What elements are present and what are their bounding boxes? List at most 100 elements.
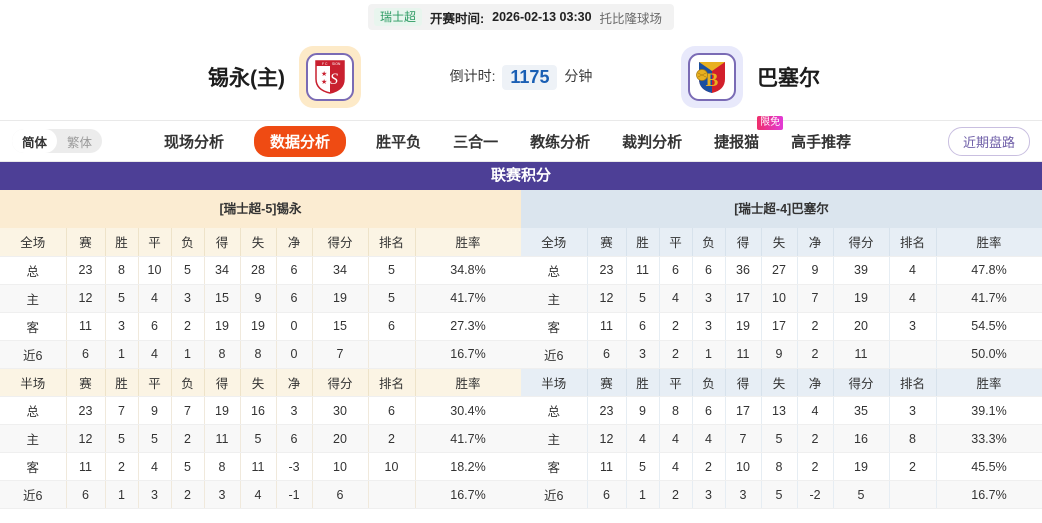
table-row: 总 23 11 6 6 36 27 9 39 4 47.8% <box>521 256 1042 285</box>
away-team-name: 巴塞尔 <box>757 67 820 90</box>
tab-expert-picks[interactable]: 高手推荐 <box>791 133 852 151</box>
tab-live-analysis[interactable]: 现场分析 <box>164 133 225 151</box>
tab-three-in-one[interactable]: 三合一 <box>453 133 499 151</box>
table-cell: 6 <box>312 480 369 509</box>
column-header: 胜 <box>626 228 660 257</box>
column-header: 得分 <box>833 228 890 257</box>
table-cell: 2 <box>692 452 726 481</box>
table-cell: 2 <box>105 452 139 481</box>
table-cell: 2 <box>659 312 693 341</box>
column-header: 赛 <box>587 228 627 257</box>
lang-traditional-option[interactable]: 繁体 <box>67 135 93 150</box>
table-row: 主 12 5 4 3 15 9 6 19 5 41.7% <box>0 284 522 313</box>
column-header: 胜 <box>105 368 139 397</box>
table-cell: 2 <box>171 424 205 453</box>
recent-odds-button[interactable]: 近期盘路 <box>947 126 1030 156</box>
table-cell: 8 <box>204 340 241 369</box>
home-fulltime-body: 全场赛胜平负得失净得分 排名 胜率总 23 8 10 5 34 28 6 34 5 34.8% 主 12 5 4… <box>0 228 522 369</box>
row-label: 近6 <box>0 480 67 509</box>
table-cell <box>368 340 416 369</box>
table-cell: 6 <box>276 424 313 453</box>
column-header: 平 <box>138 228 172 257</box>
match-info-pill: 瑞士超 开赛时间: 2026-02-13 03:30 托比隆球场 <box>367 4 675 30</box>
table-cell: 41.7% <box>936 284 1042 313</box>
table-row: 主 12 5 5 2 11 5 6 20 2 41.7% <box>0 424 522 453</box>
table-row: 主 12 4 4 4 7 5 2 16 8 33.3% <box>521 424 1042 453</box>
table-cell: 2 <box>797 340 834 369</box>
language-toggle[interactable]: 简体 繁体 <box>12 129 103 153</box>
table-cell: 5 <box>105 424 139 453</box>
table-cell: 45.5% <box>936 452 1042 481</box>
table-cell: -3 <box>276 452 313 481</box>
table-row: 近6 6 1 4 1 8 8 0 7 16.7% <box>0 340 522 369</box>
table-cell: 4 <box>138 284 172 313</box>
table-row: 客 11 2 4 5 8 11 -3 10 10 18.2% <box>0 452 522 481</box>
table-cell: 7 <box>725 424 762 453</box>
table-cell: 6 <box>368 312 416 341</box>
table-row: 客 11 6 2 3 19 17 2 20 3 54.5% <box>521 312 1042 341</box>
row-label: 总 <box>521 256 588 285</box>
table-cell: 15 <box>204 284 241 313</box>
home-pane-title: [瑞士超-5]锡永 <box>0 190 521 228</box>
table-cell: 1 <box>692 340 726 369</box>
tab-referee-analysis[interactable]: 裁判分析 <box>622 133 683 151</box>
table-cell: 2 <box>368 424 416 453</box>
table-cell: 1 <box>105 340 139 369</box>
column-header: 胜率 <box>936 228 1042 257</box>
table-cell: 10 <box>138 256 172 285</box>
table-cell: 5 <box>761 424 798 453</box>
table-cell: 6 <box>692 256 726 285</box>
table-cell: 8 <box>204 452 241 481</box>
tab-coach-analysis[interactable]: 教练分析 <box>530 133 591 151</box>
home-team-block[interactable]: 锡永(主) F C SION ★ ★ S <box>41 46 371 108</box>
table-cell: 12 <box>587 284 627 313</box>
column-header: 得 <box>204 368 241 397</box>
table-cell: 2 <box>659 480 693 509</box>
table-cell: 10 <box>761 284 798 313</box>
table-cell: 19 <box>204 396 241 425</box>
table-cell: 47.8% <box>936 256 1042 285</box>
table-cell: 20 <box>312 424 369 453</box>
column-header: 得分 <box>312 228 369 257</box>
table-cell: 5 <box>761 480 798 509</box>
svg-text:★: ★ <box>321 78 327 86</box>
table-cell: 19 <box>240 312 277 341</box>
tab-data-analysis[interactable]: 数据分析 <box>254 125 347 157</box>
table-cell: 23 <box>587 256 627 285</box>
table-cell: 6 <box>276 256 313 285</box>
table-header-row: 半场赛胜平负得失净得分 排名 胜率 <box>0 368 522 397</box>
tab-win-draw-lose[interactable]: 胜平负 <box>376 133 422 151</box>
away-crest-frame: B <box>681 46 743 108</box>
table-cell: 12 <box>587 424 627 453</box>
table-cell: 3 <box>725 480 762 509</box>
column-header: 得分 <box>312 368 369 397</box>
table-cell: 9 <box>626 396 660 425</box>
table-cell: 10 <box>725 452 762 481</box>
table-cell: 19 <box>204 312 241 341</box>
table-cell: 18.2% <box>415 452 522 481</box>
away-team-block[interactable]: B 巴塞尔 <box>671 46 1001 108</box>
row-label: 主 <box>521 284 588 313</box>
venue-name: 托比隆球场 <box>599 11 663 26</box>
tab-jiebao-cat[interactable]: 捷报猫 限免 <box>712 115 784 157</box>
table-cell: 11 <box>587 312 627 341</box>
row-label: 总 <box>0 396 67 425</box>
column-header: 负 <box>692 368 726 397</box>
table-cell: 23 <box>66 396 106 425</box>
standings-panes: [瑞士超-5]锡永 全场赛胜平负得失净得分 排名 胜率总 23 8 10 5 34 28 6 34 5… <box>0 190 1042 509</box>
table-cell: 2 <box>171 312 205 341</box>
lang-simplified-option[interactable]: 简体 <box>12 129 58 153</box>
table-cell: 16.7% <box>415 480 522 509</box>
table-cell: 19 <box>833 284 890 313</box>
table-cell: 9 <box>138 396 172 425</box>
table-cell: 41.7% <box>415 424 522 453</box>
table-cell: 4 <box>626 424 660 453</box>
table-row: 近6 6 1 3 2 3 4 -1 6 16.7% <box>0 480 522 509</box>
table-cell: 1 <box>105 480 139 509</box>
tab-jiebao-cat-label: 捷报猫 <box>714 133 760 151</box>
league-tag: 瑞士超 <box>373 8 422 26</box>
away-fulltime-body: 全场赛胜平负得失净得分 排名 胜率总 23 11 6 6 36 27 9 39 4 47.8% 主 12 5 4… <box>521 228 1042 369</box>
row-label: 主 <box>521 424 588 453</box>
teams-row: 锡永(主) F C SION ★ ★ S 倒计时: 1175 分钟 <box>0 34 1042 120</box>
table-cell: 4 <box>138 340 172 369</box>
